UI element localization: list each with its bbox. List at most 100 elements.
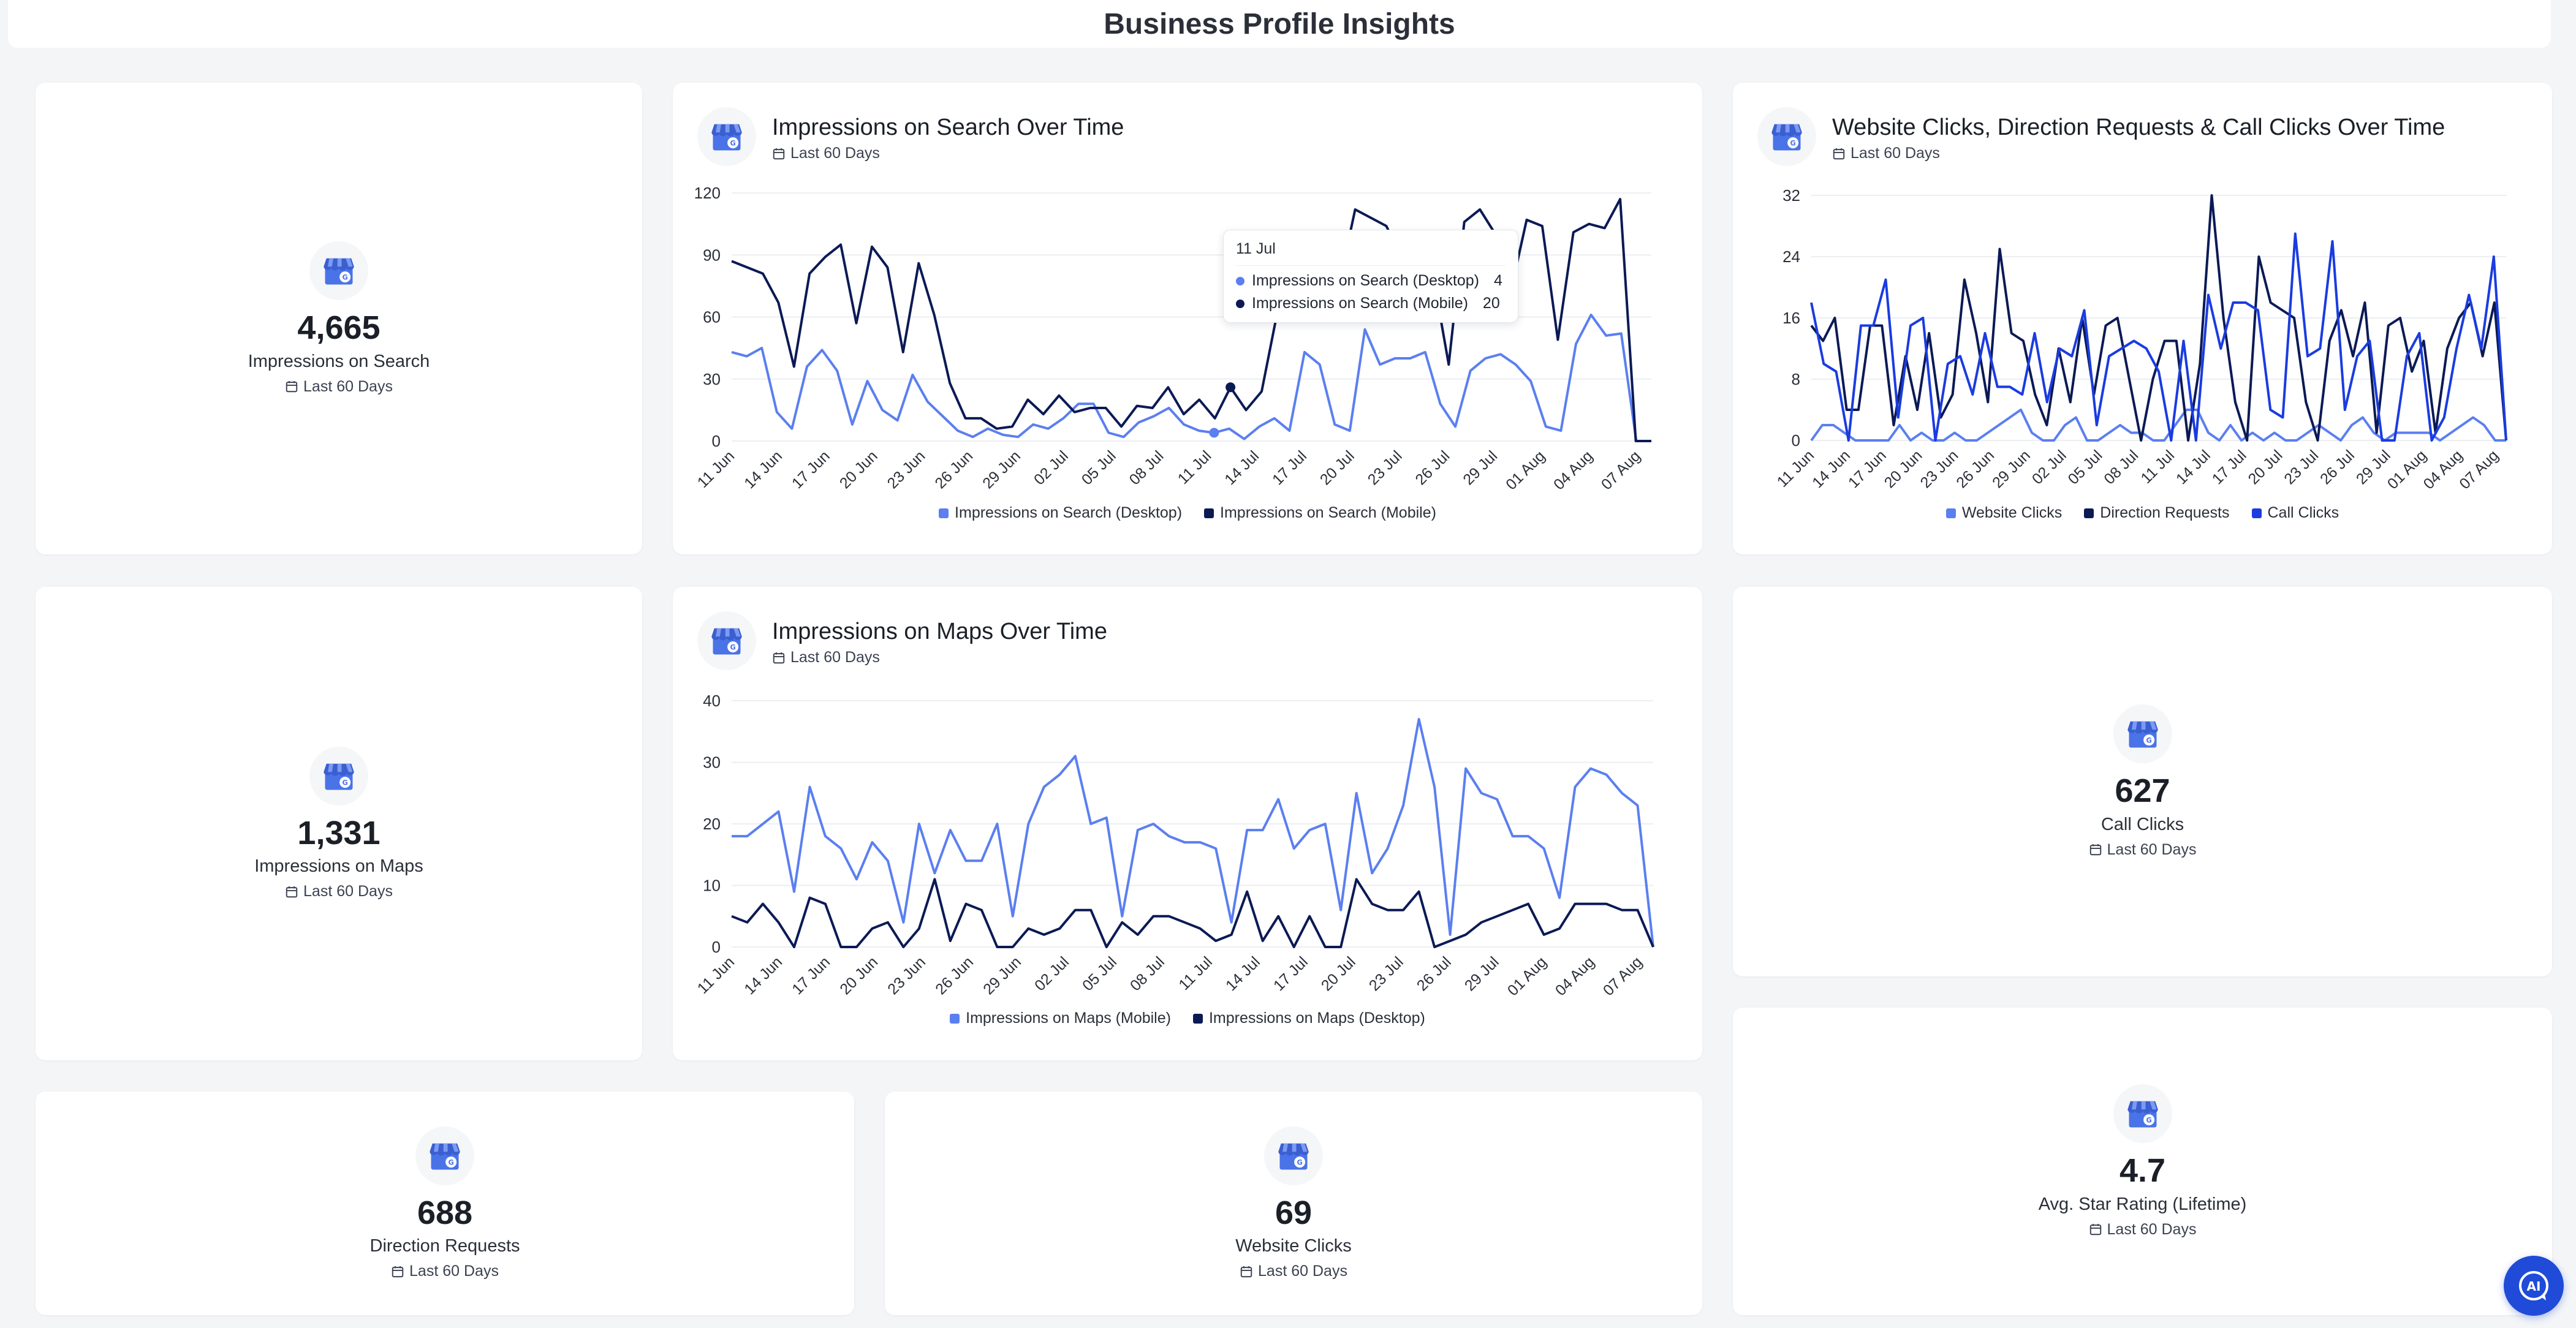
x-tick-label: 04 Aug <box>1550 447 1596 493</box>
x-tick-label: 14 Jul <box>2173 447 2214 488</box>
calendar-icon <box>391 1265 404 1278</box>
stat-period: Last 60 Days <box>1240 1262 1347 1280</box>
y-tick-label: 8 <box>1792 370 1800 388</box>
search-impressions-chart[interactable]: 0 30 60 90 120 11 Jun 14 Jun 17 Jun 20 Jun 23 Jun… <box>673 83 1702 554</box>
chart-title: Website Clicks, Direction Requests & Cal… <box>1832 115 2445 140</box>
business-profile-icon <box>1264 1126 1323 1185</box>
period-label: Last 60 Days <box>2107 1220 2197 1238</box>
tooltip-value: 20 <box>1482 295 1500 312</box>
x-tick-label: 11 Jun <box>694 953 738 997</box>
x-tick-label: 05 Jul <box>1078 447 1119 488</box>
stat-label: Avg. Star Rating (Lifetime) <box>2038 1194 2247 1214</box>
y-tick-label: 20 <box>703 815 721 833</box>
business-profile-icon <box>309 241 368 301</box>
stat-card-maps-impressions: 1,331 Impressions on Maps Last 60 Days <box>36 587 642 1060</box>
period-label: Last 60 Days <box>303 883 393 900</box>
stat-card-call-clicks: 627 Call Clicks Last 60 Days <box>1733 587 2552 976</box>
chart-header: Impressions on Search Over Time Last 60 … <box>697 107 1124 166</box>
calendar-icon <box>285 885 298 899</box>
y-tick-label: 30 <box>703 370 721 388</box>
business-profile-icon <box>697 611 756 670</box>
chart-card-maps-impressions: Impressions on Maps Over Time Last 60 Da… <box>673 587 1702 1060</box>
y-tick-label: 0 <box>712 432 721 450</box>
x-tick-label: 23 Jun <box>884 953 929 998</box>
x-tick-label: 04 Aug <box>1552 953 1598 999</box>
stat-value: 69 <box>1275 1194 1313 1231</box>
legend-item[interactable]: Call Clicks <box>2251 504 2339 522</box>
x-tick-label: 26 Jul <box>1414 953 1455 994</box>
page-header: Business Profile Insights <box>8 0 2551 48</box>
calendar-icon <box>285 380 298 393</box>
business-profile-icon <box>415 1126 474 1185</box>
x-tick-label: 23 Jul <box>2281 447 2322 488</box>
x-tick-label: 20 Jul <box>1317 447 1358 488</box>
chart-title: Impressions on Search Over Time <box>772 115 1124 140</box>
x-tick-label: 26 Jul <box>1412 447 1453 488</box>
tooltip-value: 4 <box>1493 272 1502 289</box>
x-tick-label: 29 Jul <box>1460 447 1501 488</box>
x-tick-label: 23 Jul <box>1366 953 1407 994</box>
tooltip-row: Impressions on Search (Desktop) 4 <box>1236 272 1506 290</box>
legend-item[interactable]: Impressions on Search (Desktop) <box>939 504 1182 522</box>
stat-card-direction-requests: 688 Direction Requests Last 60 Days <box>36 1092 854 1315</box>
x-tick-label: 20 Jul <box>2245 447 2286 488</box>
x-tick-label: 07 Aug <box>2456 447 2502 492</box>
legend-item[interactable]: Impressions on Search (Mobile) <box>1204 504 1436 522</box>
legend-item[interactable]: Direction Requests <box>2084 504 2230 522</box>
x-tick-label: 05 Jul <box>2065 447 2106 488</box>
series-line-1 <box>731 878 1654 948</box>
chart-legend: Website Clicks Direction Requests Call C… <box>1733 504 2552 522</box>
y-tick-label: 0 <box>1792 431 1800 450</box>
x-tick-label: 02 Jul <box>1031 447 1072 488</box>
x-tick-label: 14 Jul <box>1221 447 1262 488</box>
period-label: Last 60 Days <box>303 377 393 395</box>
business-profile-icon <box>2113 1084 2172 1144</box>
y-tick-label: 40 <box>703 692 721 710</box>
chart-title: Impressions on Maps Over Time <box>772 619 1107 644</box>
chart-tooltip: 11 Jul Impressions on Search (Desktop) 4 … <box>1223 230 1518 323</box>
x-tick-label: 20 Jul <box>1318 953 1359 994</box>
page-title: Business Profile Insights <box>1104 7 1455 40</box>
stat-value: 688 <box>417 1194 473 1231</box>
legend-label: Call Clicks <box>2267 504 2339 521</box>
y-tick-label: 90 <box>703 246 721 264</box>
x-tick-label: 14 Jul <box>1222 953 1263 994</box>
x-tick-label: 23 Jun <box>884 447 929 492</box>
x-tick-label: 11 Jun <box>1774 447 1818 491</box>
x-tick-label: 07 Aug <box>1598 447 1644 493</box>
tooltip-row: Impressions on Search (Mobile) 20 <box>1236 295 1506 312</box>
stat-value: 4.7 <box>2119 1152 2166 1190</box>
legend-label: Impressions on Search (Desktop) <box>955 504 1183 521</box>
x-tick-label: 23 Jul <box>1365 447 1406 488</box>
y-tick-label: 16 <box>1782 309 1800 327</box>
ai-assistant-button[interactable]: AI <box>2504 1256 2564 1316</box>
x-tick-label: 29 Jun <box>979 447 1024 492</box>
x-tick-label: 01 Aug <box>2384 447 2430 492</box>
period-label: Last 60 Days <box>790 145 880 162</box>
chart-header: Website Clicks, Direction Requests & Cal… <box>1757 107 2445 166</box>
stat-label: Direction Requests <box>369 1236 520 1256</box>
x-tick-label: 17 Jun <box>789 447 833 492</box>
x-tick-label: 17 Jul <box>1270 953 1311 994</box>
x-tick-label: 17 Jun <box>789 953 833 998</box>
series-line-0 <box>732 718 1654 948</box>
chart-legend: Impressions on Search (Desktop) Impressi… <box>673 504 1702 522</box>
business-profile-icon <box>2113 704 2172 764</box>
chart-legend: Impressions on Maps (Mobile) Impressions… <box>673 1009 1702 1027</box>
stat-value: 1,331 <box>297 814 381 851</box>
x-tick-label: 26 Jul <box>2317 447 2358 488</box>
stat-value: 4,665 <box>297 309 381 347</box>
calendar-icon <box>2089 843 2102 856</box>
stat-card-search-impressions: 4,665 Impressions on Search Last 60 Days <box>36 83 642 554</box>
legend-item[interactable]: Impressions on Maps (Desktop) <box>1192 1009 1425 1027</box>
x-tick-label: 29 Jun <box>980 953 1025 998</box>
data-point-marker <box>1225 382 1236 393</box>
period-label: Last 60 Days <box>1851 145 1940 162</box>
legend-item[interactable]: Impressions on Maps (Mobile) <box>950 1009 1171 1027</box>
stat-period: Last 60 Days <box>391 1262 499 1280</box>
x-tick-label: 07 Aug <box>1600 953 1646 999</box>
tooltip-title: 11 Jul <box>1236 240 1506 266</box>
legend-item[interactable]: Website Clicks <box>1945 504 2062 522</box>
